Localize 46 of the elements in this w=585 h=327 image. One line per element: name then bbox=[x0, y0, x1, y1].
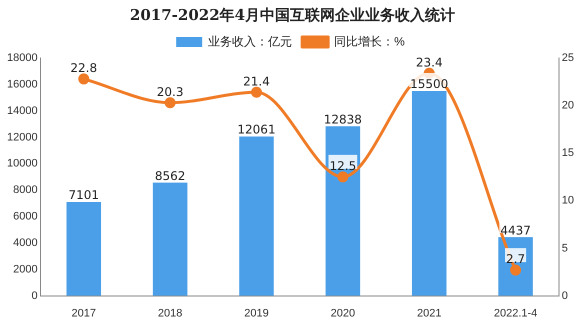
x-tick-label: 2018 bbox=[158, 307, 182, 320]
data-label: 22.8 bbox=[70, 61, 98, 76]
data-label: 15500 bbox=[410, 77, 448, 92]
x-tick-label: 2017 bbox=[72, 307, 96, 320]
bar bbox=[239, 136, 274, 296]
y-tick-label: 12000 bbox=[6, 131, 38, 144]
y-tick-label: 8000 bbox=[13, 184, 38, 196]
y-tick-label: 6000 bbox=[13, 210, 38, 223]
data-label: 20.3 bbox=[156, 84, 184, 99]
data-label: 12838 bbox=[324, 112, 362, 126]
data-label: 7101 bbox=[68, 188, 100, 202]
y2-tick-label: 10 bbox=[562, 194, 574, 207]
y-tick-label: 16000 bbox=[6, 78, 38, 90]
data-label: 4437 bbox=[500, 223, 531, 238]
point bbox=[164, 97, 176, 108]
legend-label: 同比增长：% bbox=[334, 34, 406, 48]
y-tick-label: 14000 bbox=[6, 104, 38, 117]
x-tick-label: 2020 bbox=[330, 307, 356, 320]
x-tick-label: 2021 bbox=[416, 307, 442, 320]
y-tick-label: 4000 bbox=[13, 236, 38, 249]
data-label: 21.4 bbox=[243, 74, 270, 88]
data-label: 23.4 bbox=[416, 55, 443, 70]
y-tick-label: 0 bbox=[31, 290, 38, 302]
point bbox=[510, 264, 522, 276]
bar bbox=[66, 202, 102, 296]
data-label: 8562 bbox=[154, 168, 186, 183]
point bbox=[250, 86, 262, 98]
y2-tick-label: 25 bbox=[562, 52, 574, 64]
chart-title: 2017-2022年4月中国互联网企业业务收入统计 bbox=[128, 5, 456, 26]
point bbox=[337, 171, 348, 182]
y2-tick-label: 15 bbox=[562, 147, 574, 160]
data-label: 2.7 bbox=[506, 252, 526, 266]
bar bbox=[152, 182, 188, 296]
point bbox=[78, 73, 90, 84]
x-tick-label: 2022.1-4 bbox=[494, 307, 538, 320]
y2-tick-label: 5 bbox=[562, 242, 568, 254]
data-label: 12061 bbox=[237, 122, 276, 137]
bar bbox=[326, 126, 360, 296]
y2-tick-label: 0 bbox=[562, 290, 568, 302]
bar bbox=[412, 91, 446, 296]
y-tick-label: 18000 bbox=[6, 52, 38, 64]
y-tick-label: 2000 bbox=[13, 263, 38, 276]
y2-tick-label: 20 bbox=[562, 100, 574, 112]
x-tick-label: 2019 bbox=[244, 307, 269, 320]
legend-label: 业务收入：亿元 bbox=[208, 34, 292, 48]
y-tick-label: 10000 bbox=[6, 158, 38, 170]
